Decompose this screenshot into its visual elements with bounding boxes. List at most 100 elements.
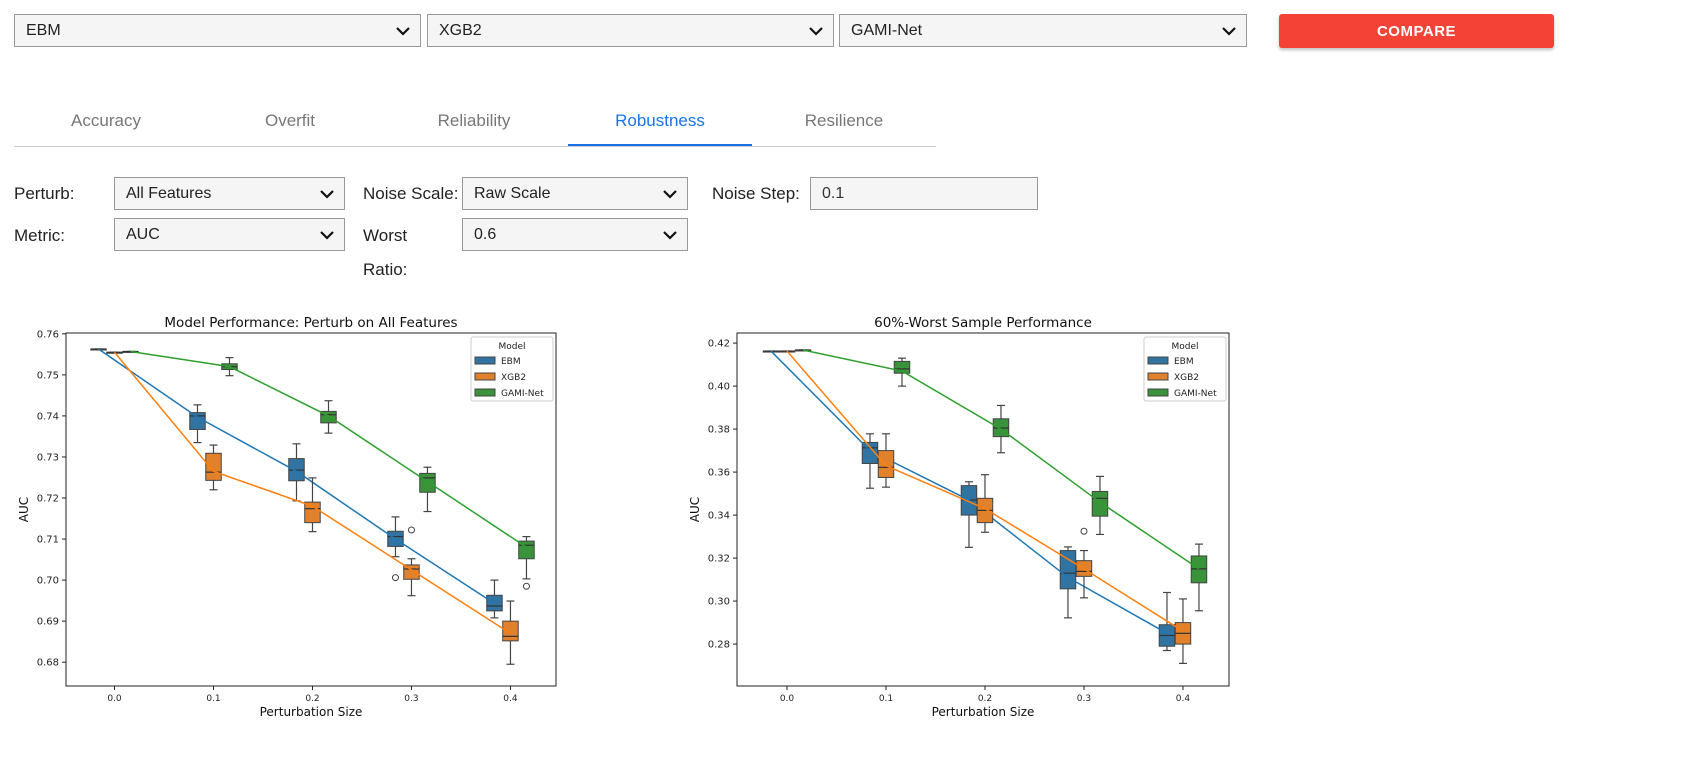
chart-title: 60%-Worst Sample Performance [874,315,1092,331]
y-tick-label: 0.28 [708,640,730,651]
worst-ratio-select[interactable]: 0.6 [462,218,688,251]
x-tick-label: 0.0 [107,694,122,704]
model-2-value: XGB2 [439,21,482,39]
legend-box [470,336,554,402]
y-tick-label: 0.75 [37,370,59,381]
y-tick-label: 0.34 [708,511,730,522]
perturb-label: Perturb: [14,184,75,203]
box-xgb2 [877,450,895,478]
legend-swatch-gami-net [474,388,496,397]
model-3-select[interactable]: GAMI-Net [839,14,1247,47]
chevron-down-icon [320,190,334,199]
x-tick-label: 0.4 [503,694,518,704]
x-tick-label: 0.4 [1176,694,1191,704]
perturb-value: All Features [126,184,212,202]
box-gami-net [1091,490,1109,517]
performance-boxplot-chart: Model Performance: Perturb on All Featur… [17,315,557,719]
x-tick-label: 0.2 [305,694,319,704]
chevron-down-icon [396,27,410,36]
y-tick-label: 0.42 [708,339,730,350]
y-tick-label: 0.40 [708,382,730,393]
tab-robustness[interactable]: Robustness [568,98,752,146]
model-3-value: GAMI-Net [851,21,923,39]
chevron-down-icon [663,190,677,199]
noise-step-input[interactable]: 0.1 [810,177,1038,210]
box-xgb2 [502,620,519,642]
mean-line-xgb2 [786,350,1184,632]
tab-overfit[interactable]: Overfit [264,111,316,130]
x-tick-label: 0.1 [879,694,893,704]
y-tick-label: 0.69 [37,617,59,628]
y-tick-label: 0.76 [37,329,59,340]
plot-frame [65,332,557,687]
y-tick-label: 0.30 [708,597,730,608]
tab-accuracy[interactable]: Accuracy [71,111,141,130]
x-tick-label: 0.3 [1077,694,1091,704]
outlier-point [391,574,399,582]
tab-reliability[interactable]: Reliability [437,111,511,130]
worst-ratio-label-line2: Ratio: [363,260,408,279]
x-tick-label: 0.2 [978,694,992,704]
legend-label: EBM [501,357,521,367]
mean-line-ebm [98,348,495,605]
mean-line-gami-net [802,349,1200,570]
legend-label: XGB2 [1174,373,1199,383]
y-tick-label: 0.74 [37,411,59,422]
metric-select[interactable]: AUC [114,218,345,251]
y-axis-label: AUC [688,497,702,522]
model-2-select[interactable]: XGB2 [427,14,834,47]
metric-value: AUC [126,225,160,243]
legend-swatch-gami-net [1147,388,1169,397]
box-gami-net [893,360,911,374]
y-tick-label: 0.32 [708,554,730,565]
legend-label: GAMI-Net [501,389,544,399]
outlier-point [1080,527,1088,535]
box-gami-net [419,472,436,493]
noise-scale-label: Noise Scale: [363,184,459,203]
box-gami-net [320,410,337,424]
legend-label: XGB2 [501,373,526,383]
worst-sample-boxplot-chart: 60%-Worst Sample Performance 0.28 0.30 0.32… [688,315,1230,719]
tab-bar: Accuracy Overfit Reliability Robustness … [14,98,936,147]
compare-button[interactable]: COMPARE [1279,14,1554,48]
chart-title: Model Performance: Perturb on All Featur… [164,315,457,331]
outlier-point [522,582,530,590]
y-tick-label: 0.72 [37,494,59,505]
noise-scale-value: Raw Scale [474,184,551,202]
legend-title: Model [1171,342,1198,352]
plot-frame [736,332,1230,687]
mean-line-ebm [770,350,1168,634]
chevron-down-icon [663,231,677,240]
y-tick-label: 0.70 [37,576,59,587]
worst-ratio-label-line1: Worst [363,226,408,245]
model-1-select[interactable]: EBM [14,14,421,47]
y-tick-label: 0.73 [37,452,59,463]
y-tick-label: 0.71 [37,535,59,546]
worst-ratio-value: 0.6 [474,225,497,243]
legend-swatch-ebm [474,356,496,365]
box-xgb2 [304,501,321,524]
legend-swatch-ebm [1147,356,1169,365]
legend-title: Model [498,342,525,352]
chevron-down-icon [809,27,823,36]
legend-label: GAMI-Net [1174,389,1217,399]
box-xgb2 [205,452,222,481]
chevron-down-icon [1222,27,1236,36]
tab-resilience[interactable]: Resilience [804,111,884,130]
legend-box [1143,336,1227,402]
metric-label: Metric: [14,226,65,245]
outlier-point [407,526,415,534]
legend-swatch-xgb2 [474,372,496,381]
model-1-value: EBM [26,21,61,39]
legend-label: EBM [1174,357,1194,367]
x-axis-label: Perturbation Size [260,705,363,719]
box-ebm [189,412,206,430]
y-axis-label: AUC [17,497,31,522]
x-tick-label: 0.1 [206,694,220,704]
x-tick-label: 0.3 [404,694,418,704]
chevron-down-icon [320,231,334,240]
mean-line-xgb2 [113,351,511,635]
perturb-select[interactable]: All Features [114,177,345,210]
x-axis-label: Perturbation Size [932,705,1035,719]
noise-scale-select[interactable]: Raw Scale [462,177,688,210]
